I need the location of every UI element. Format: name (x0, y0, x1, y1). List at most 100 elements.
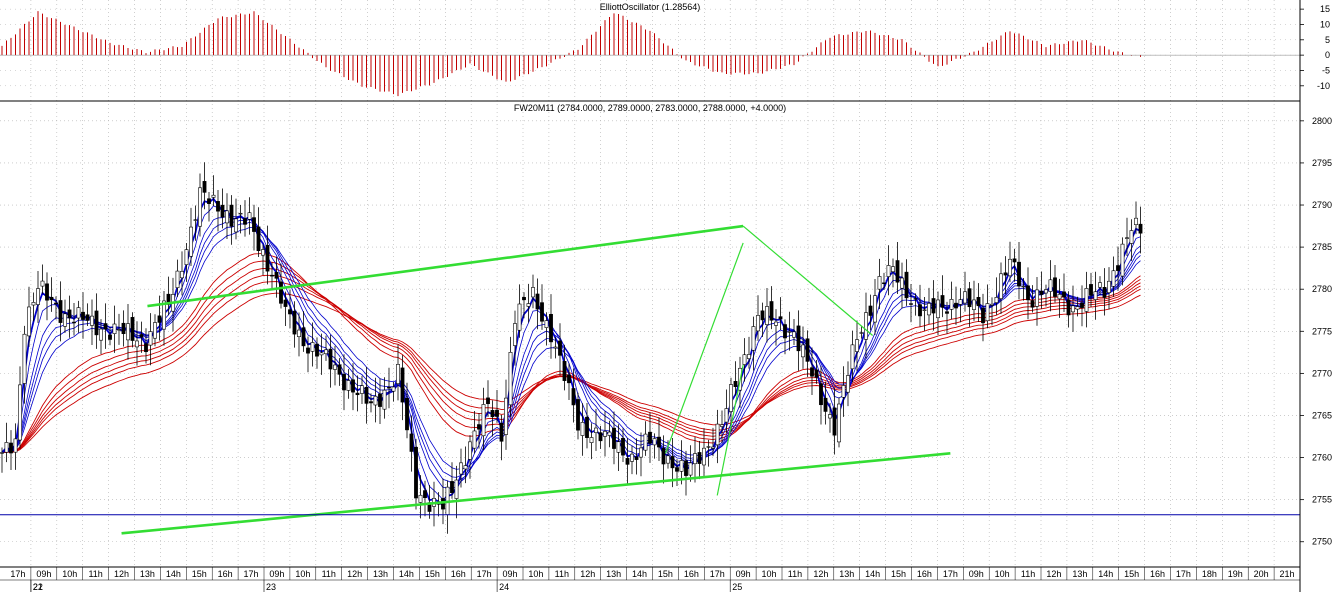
candle-body (864, 312, 868, 340)
candle-body (1084, 288, 1089, 312)
candle-body (238, 212, 243, 215)
candle-body (931, 298, 936, 314)
candle-body (1021, 285, 1026, 288)
time-hour-label: 11h (788, 569, 802, 579)
candle-body (702, 447, 706, 466)
candle-body (792, 331, 796, 338)
trendlines (0, 224, 1300, 535)
candle-body (184, 249, 189, 265)
candle-body (157, 315, 162, 323)
candle-body (594, 427, 598, 433)
candle-body (283, 299, 288, 307)
candle-body (229, 204, 234, 227)
price-y-tick-label: 2750 (1312, 537, 1332, 547)
candle-body (963, 291, 967, 304)
candle-body (148, 331, 153, 346)
time-hour-label: 15h (891, 569, 906, 579)
candle-body (1102, 287, 1107, 298)
candle-body (387, 387, 391, 389)
time-day-label: 21 (33, 582, 43, 592)
candle-body (589, 437, 594, 443)
candle-body (486, 397, 490, 405)
price-y-tick-label: 2785 (1312, 242, 1332, 252)
candle-body (976, 297, 981, 307)
candle-body (823, 397, 828, 412)
time-hour-label: 13h (140, 569, 155, 579)
candle-body (837, 403, 841, 443)
candle-body (954, 302, 958, 309)
candle-body (720, 424, 724, 427)
candle-body (346, 380, 351, 391)
time-hour-label: 11h (88, 569, 102, 579)
candle-body (607, 431, 612, 436)
candle-body (423, 490, 427, 499)
time-hour-label: 16h (684, 569, 699, 579)
oscillator-y-tick-label: -10 (1317, 81, 1330, 91)
candle-body (1080, 302, 1084, 308)
time-hour-label: 16h (218, 569, 233, 579)
candle-body (333, 364, 337, 370)
time-hour-label: 16h (1150, 569, 1165, 579)
candle-body (1071, 305, 1075, 313)
candle-body (724, 408, 729, 423)
candle-body (414, 446, 418, 499)
candle-body (1035, 289, 1039, 307)
candle-body (477, 424, 481, 430)
candle-body (859, 332, 864, 334)
candle-body (90, 315, 94, 326)
candle-body (598, 432, 603, 442)
candle-body (4, 442, 9, 453)
time-day-label: 25 (732, 582, 742, 592)
candle-body (396, 364, 400, 384)
time-hour-label: 12h (580, 569, 595, 579)
candle-body (162, 300, 166, 330)
candle-body (666, 455, 670, 464)
candle-body (22, 333, 27, 384)
candle-body (621, 437, 625, 456)
time-hour-label: 13h (839, 569, 854, 579)
candle-body (76, 307, 81, 319)
candle-body (693, 453, 697, 465)
candle-body (1044, 289, 1048, 294)
candle-body (117, 329, 121, 331)
candle-body (940, 295, 945, 308)
time-hour-label: 09h (503, 569, 518, 579)
candle-body (63, 313, 67, 327)
candle-body (67, 309, 72, 319)
time-day-label: 22 (33, 582, 43, 592)
candle-body (180, 271, 184, 279)
candle-body (513, 323, 517, 346)
candle-body (774, 321, 778, 326)
candle-body (301, 327, 306, 347)
candle-body (985, 303, 990, 322)
candle-body (697, 452, 702, 464)
candle-body (612, 427, 616, 449)
candle-body (405, 397, 409, 431)
candle-body (153, 322, 157, 339)
candle-body (45, 283, 49, 301)
candle-body (27, 306, 31, 337)
candle-body (1003, 272, 1008, 276)
oscillator-panel (0, 11, 1300, 97)
candle-body (778, 316, 783, 320)
candle-body (126, 323, 130, 341)
candle-body (1012, 258, 1017, 263)
candle-body (828, 414, 832, 419)
long-ema-line (1, 260, 1141, 453)
oscillator-title: ElliottOscillator (1.28564) (600, 2, 701, 12)
candle-body (49, 296, 54, 301)
time-day-label: 23 (266, 582, 276, 592)
candle-body (418, 494, 423, 503)
candle-body (364, 386, 369, 404)
candle-body (580, 422, 585, 436)
candle-body (108, 334, 112, 340)
price-y-tick-label: 2800 (1312, 116, 1332, 126)
candle-body (103, 323, 108, 330)
candle-body (198, 187, 202, 227)
candle-body (760, 310, 765, 321)
candle-body (531, 287, 535, 298)
candle-body (990, 303, 994, 306)
candle-body (625, 458, 630, 465)
